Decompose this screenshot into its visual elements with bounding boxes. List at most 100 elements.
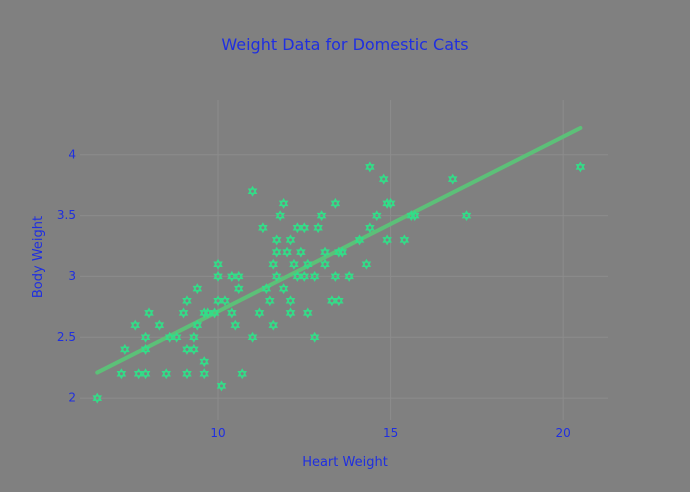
marker-triangle-down bbox=[378, 176, 389, 185]
marker-triangle-up bbox=[268, 319, 279, 328]
data-point bbox=[227, 307, 237, 319]
marker-triangle-up bbox=[316, 210, 327, 219]
marker-triangle-down bbox=[92, 395, 103, 404]
data-point bbox=[261, 283, 272, 295]
marker-triangle-up bbox=[299, 222, 310, 231]
marker-triangle-down bbox=[133, 371, 144, 380]
marker-triangle-down bbox=[278, 285, 289, 295]
data-point bbox=[220, 295, 230, 307]
marker-triangle-up bbox=[199, 368, 209, 377]
data-point bbox=[171, 331, 182, 343]
marker-triangle-up bbox=[292, 270, 303, 280]
data-point bbox=[271, 234, 282, 246]
marker-triangle-up bbox=[92, 392, 103, 401]
data-point bbox=[382, 234, 392, 246]
data-point bbox=[320, 246, 330, 258]
data-point bbox=[327, 295, 337, 307]
marker-triangle-up bbox=[282, 246, 292, 255]
marker-triangle-up bbox=[372, 210, 382, 219]
data-point bbox=[289, 258, 299, 270]
marker-triangle-down bbox=[344, 273, 354, 282]
marker-triangle-down bbox=[361, 261, 372, 270]
marker-triangle-up bbox=[220, 295, 230, 304]
marker-triangle-down bbox=[327, 298, 337, 307]
data-point bbox=[120, 343, 130, 355]
marker-triangle-up bbox=[140, 368, 151, 377]
marker-triangle-up bbox=[354, 234, 365, 243]
data-point bbox=[268, 258, 279, 270]
marker-triangle-down bbox=[161, 371, 172, 380]
marker-triangle-down bbox=[292, 273, 303, 282]
points-layer bbox=[92, 161, 586, 404]
marker-triangle-up bbox=[285, 234, 296, 243]
marker-triangle-down bbox=[320, 261, 330, 270]
marker-triangle-up bbox=[120, 343, 130, 353]
x-tick-label: 15 bbox=[383, 426, 398, 440]
data-point bbox=[237, 368, 247, 380]
data-point bbox=[309, 331, 320, 343]
marker-triangle-down bbox=[316, 212, 327, 222]
marker-triangle-down bbox=[230, 322, 241, 331]
marker-triangle-down bbox=[144, 310, 154, 319]
marker-triangle-down bbox=[140, 334, 151, 343]
data-point bbox=[199, 356, 209, 368]
marker-triangle-up bbox=[299, 270, 310, 280]
marker-triangle-up bbox=[247, 331, 258, 341]
marker-triangle-up bbox=[192, 319, 203, 328]
y-tick-label: 3.5 bbox=[57, 208, 76, 222]
data-point bbox=[140, 343, 151, 355]
data-point bbox=[182, 368, 192, 380]
marker-triangle-down bbox=[202, 310, 213, 319]
marker-triangle-up bbox=[133, 368, 144, 377]
data-point bbox=[247, 331, 258, 343]
marker-triangle-down bbox=[227, 310, 237, 319]
marker-triangle-up bbox=[447, 173, 458, 182]
marker-triangle-up bbox=[278, 283, 289, 292]
marker-triangle-up bbox=[209, 307, 220, 316]
marker-triangle-up bbox=[182, 343, 192, 353]
data-point bbox=[303, 307, 313, 319]
data-point bbox=[271, 246, 282, 258]
marker-triangle-down bbox=[213, 273, 223, 282]
data-point bbox=[299, 270, 310, 282]
marker-triangle-down bbox=[116, 371, 127, 380]
data-point bbox=[285, 234, 296, 246]
marker-triangle-down bbox=[261, 285, 272, 295]
marker-triangle-up bbox=[337, 246, 348, 255]
marker-triangle-down bbox=[278, 200, 289, 209]
marker-triangle-up bbox=[285, 307, 296, 316]
marker-triangle-down bbox=[182, 346, 192, 355]
data-point bbox=[268, 319, 279, 331]
data-point bbox=[247, 185, 258, 197]
y-tick-label: 2.5 bbox=[57, 330, 76, 344]
marker-triangle-up bbox=[213, 295, 223, 304]
data-point bbox=[154, 319, 165, 331]
data-point bbox=[133, 368, 144, 380]
data-point bbox=[399, 234, 410, 246]
marker-triangle-up bbox=[399, 234, 410, 243]
marker-triangle-down bbox=[178, 310, 189, 319]
marker-triangle-up bbox=[296, 246, 306, 255]
marker-triangle-down bbox=[309, 334, 320, 343]
data-point bbox=[337, 246, 348, 258]
data-point bbox=[192, 283, 203, 295]
marker-triangle-down bbox=[265, 298, 275, 307]
marker-triangle-down bbox=[313, 225, 323, 234]
marker-triangle-up bbox=[365, 222, 375, 231]
data-point bbox=[116, 368, 127, 380]
data-point bbox=[213, 258, 223, 270]
data-point bbox=[209, 307, 220, 319]
marker-triangle-down bbox=[330, 200, 341, 209]
y-tick-label: 4 bbox=[68, 147, 76, 161]
marker-triangle-up bbox=[271, 270, 282, 280]
marker-triangle-down bbox=[271, 237, 282, 246]
marker-triangle-down bbox=[182, 371, 192, 380]
marker-triangle-down bbox=[220, 298, 230, 307]
x-axis-title: Heart Weight bbox=[302, 455, 388, 470]
marker-triangle-up bbox=[271, 234, 282, 243]
marker-triangle-up bbox=[461, 210, 472, 219]
marker-triangle-up bbox=[313, 222, 323, 231]
data-point bbox=[461, 210, 472, 222]
data-point bbox=[320, 258, 330, 270]
marker-triangle-down bbox=[247, 188, 258, 197]
